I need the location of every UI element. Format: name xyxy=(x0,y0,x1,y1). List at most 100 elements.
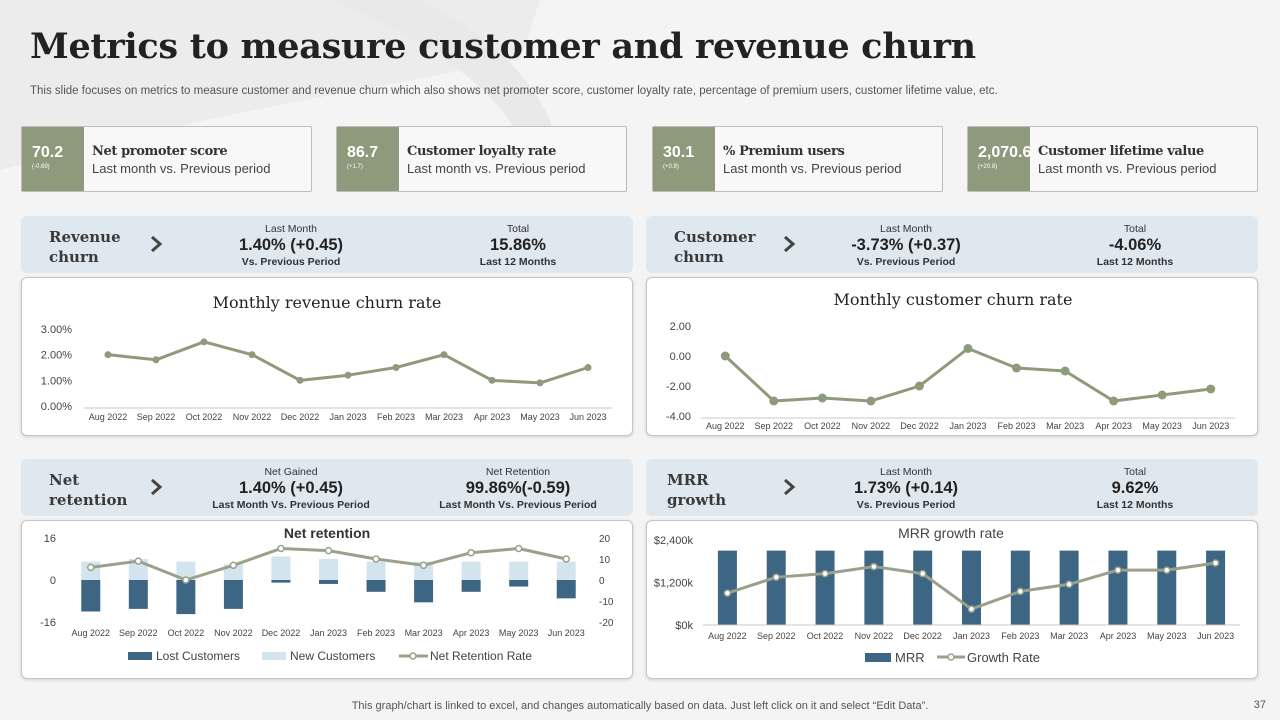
footer-note: This graph/chart is linked to excel, and… xyxy=(351,700,929,712)
kpi-value: 86.7 xyxy=(347,144,379,161)
x-tick-label: Apr 2023 xyxy=(474,412,511,422)
kpi-delta: (-0.69) xyxy=(32,164,50,170)
y-tick-label: 2.00 xyxy=(670,321,691,333)
page-title: Metrics to measure customer and revenue … xyxy=(30,26,976,67)
x-tick-label: Aug 2022 xyxy=(89,412,128,422)
y-tick-label: -16 xyxy=(40,617,56,629)
revenue-churn-chart: Monthly revenue churn rate 0.00% 1.00% 2.00… xyxy=(41,293,612,422)
last-month-stat: Last Month 1.40% (+0.45) Vs. Previous Pe… xyxy=(191,223,391,268)
net-gained-stat: Net Gained 1.40% (+0.45) Last Month Vs. … xyxy=(191,466,391,511)
data-point xyxy=(344,371,352,379)
stat-label: Last Month xyxy=(880,466,932,478)
x-tick-label: Sep 2022 xyxy=(137,412,176,422)
lost-customers-bar xyxy=(366,580,386,592)
y-tick-label: 0 xyxy=(50,575,56,587)
data-point xyxy=(248,351,256,359)
mrr-growth-summary: MRR growth Last Month 1.73% (+0.14) Vs. … xyxy=(646,459,1258,516)
chevron-right-icon xyxy=(151,478,163,496)
kpi-sub: Last month vs. Previous period xyxy=(407,161,586,176)
net-retention-point xyxy=(562,555,570,563)
stat-value: 1.40% (+0.45) xyxy=(238,479,344,497)
x-tick-label: Aug 2022 xyxy=(708,631,747,641)
y2-tick-label: -20 xyxy=(599,618,614,629)
data-point xyxy=(720,351,730,361)
x-tick-label: Dec 2022 xyxy=(281,412,320,422)
kpi-sub: Last month vs. Previous period xyxy=(723,161,902,176)
y-tick-label: 16 xyxy=(44,533,56,545)
kpi-value: 2,070.6 xyxy=(978,144,1032,161)
x-tick-label: May 2023 xyxy=(1142,421,1182,431)
kpi-value-box: 70.2 (-0.69) xyxy=(22,127,84,191)
stat-label: Last Month xyxy=(265,223,317,235)
mrr-bar xyxy=(1206,550,1226,625)
legend-label-mrr: MRR xyxy=(895,650,925,665)
last-month-stat: Last Month -3.73% (+0.37) Vs. Previous P… xyxy=(806,223,1006,268)
mrr-bar xyxy=(864,550,884,625)
data-point xyxy=(1109,396,1119,406)
x-tick-label: May 2023 xyxy=(499,628,539,638)
x-tick-label: Apr 2023 xyxy=(453,628,490,638)
chevron-right-icon xyxy=(784,478,796,496)
y-tick-label: $0k xyxy=(675,620,693,632)
x-tick-label: Nov 2022 xyxy=(214,628,253,638)
x-tick-label: Feb 2023 xyxy=(998,421,1036,431)
data-point xyxy=(200,338,208,346)
total-stat: Total -4.06% Last 12 Months xyxy=(1035,223,1235,268)
net-retention-point xyxy=(467,548,475,557)
x-tick-label: Oct 2022 xyxy=(804,421,841,431)
y-tick-label: 1.00% xyxy=(41,375,72,387)
legend-label-growth: Growth Rate xyxy=(967,650,1040,665)
new-customers-bar xyxy=(176,561,196,580)
kpi-card-lifetime-value: 2,070.6 (+20.8) Customer lifetime value … xyxy=(967,126,1258,192)
total-stat: Total 15.86% Last 12 Months xyxy=(418,223,618,268)
data-point xyxy=(914,381,924,391)
net-retention-point xyxy=(229,561,238,570)
stat-value: -4.06% xyxy=(1108,236,1162,254)
data-point xyxy=(104,351,112,359)
lost-customers-bar xyxy=(319,580,338,584)
x-tick-label: Oct 2022 xyxy=(186,412,223,422)
stat-note: Vs. Previous Period xyxy=(856,256,956,268)
data-point xyxy=(1012,363,1022,373)
kpi-name: Net promoter score xyxy=(92,144,228,159)
data-point xyxy=(392,364,400,371)
kpi-card-net-promoter: 70.2 (-0.69) Net promoter score Last mon… xyxy=(21,126,312,192)
kpi-card-premium-users: 30.1 (+0.8) % Premium users Last month v… xyxy=(652,126,943,192)
mrr-bar xyxy=(1157,550,1177,625)
kpi-delta: (+1.7) xyxy=(347,164,363,170)
x-tick-label: Dec 2022 xyxy=(262,628,301,638)
chart-title: MRR growth rate xyxy=(898,525,1004,541)
chart-title: Net retention xyxy=(284,525,370,541)
data-point xyxy=(440,351,448,359)
x-tick-label: Jan 2023 xyxy=(953,631,990,641)
data-point xyxy=(536,379,544,387)
data-point xyxy=(296,376,304,384)
data-point xyxy=(817,393,827,403)
net-retention-point xyxy=(134,557,143,565)
data-point xyxy=(584,364,592,371)
new-customers-bar xyxy=(461,561,481,580)
kpi-name: % Premium users xyxy=(723,144,845,159)
lost-customers-bar xyxy=(556,580,576,599)
kpi-sub: Last month vs. Previous period xyxy=(1038,161,1217,176)
stat-value: -3.73% (+0.37) xyxy=(851,236,961,254)
x-tick-label: Oct 2022 xyxy=(807,631,844,641)
lost-customers-bar xyxy=(223,580,243,609)
revenue-churn-chart-panel: Monthly revenue churn rate 0.00% 1.00% 2.00… xyxy=(21,277,633,436)
y2-tick-label: 10 xyxy=(599,555,611,566)
series-line xyxy=(724,347,1211,403)
x-tick-label: Mar 2023 xyxy=(1050,631,1088,641)
y-tick-label: 3.00% xyxy=(41,324,72,336)
growth-rate-point xyxy=(821,569,829,578)
data-point xyxy=(769,396,779,406)
mrr-bar xyxy=(962,550,981,625)
growth-rate-point xyxy=(1016,587,1025,596)
chart-title: Monthly revenue churn rate xyxy=(213,293,442,312)
stat-value: 99.86%(-0.59) xyxy=(465,479,571,497)
stat-note: Last 12 Months xyxy=(1096,256,1174,268)
new-customers-bar xyxy=(556,561,576,580)
growth-rate-point xyxy=(918,569,927,578)
legend-label-lost: Lost Customers xyxy=(156,649,240,663)
growth-rate-point xyxy=(1163,566,1171,574)
mrr-bar xyxy=(766,550,786,625)
